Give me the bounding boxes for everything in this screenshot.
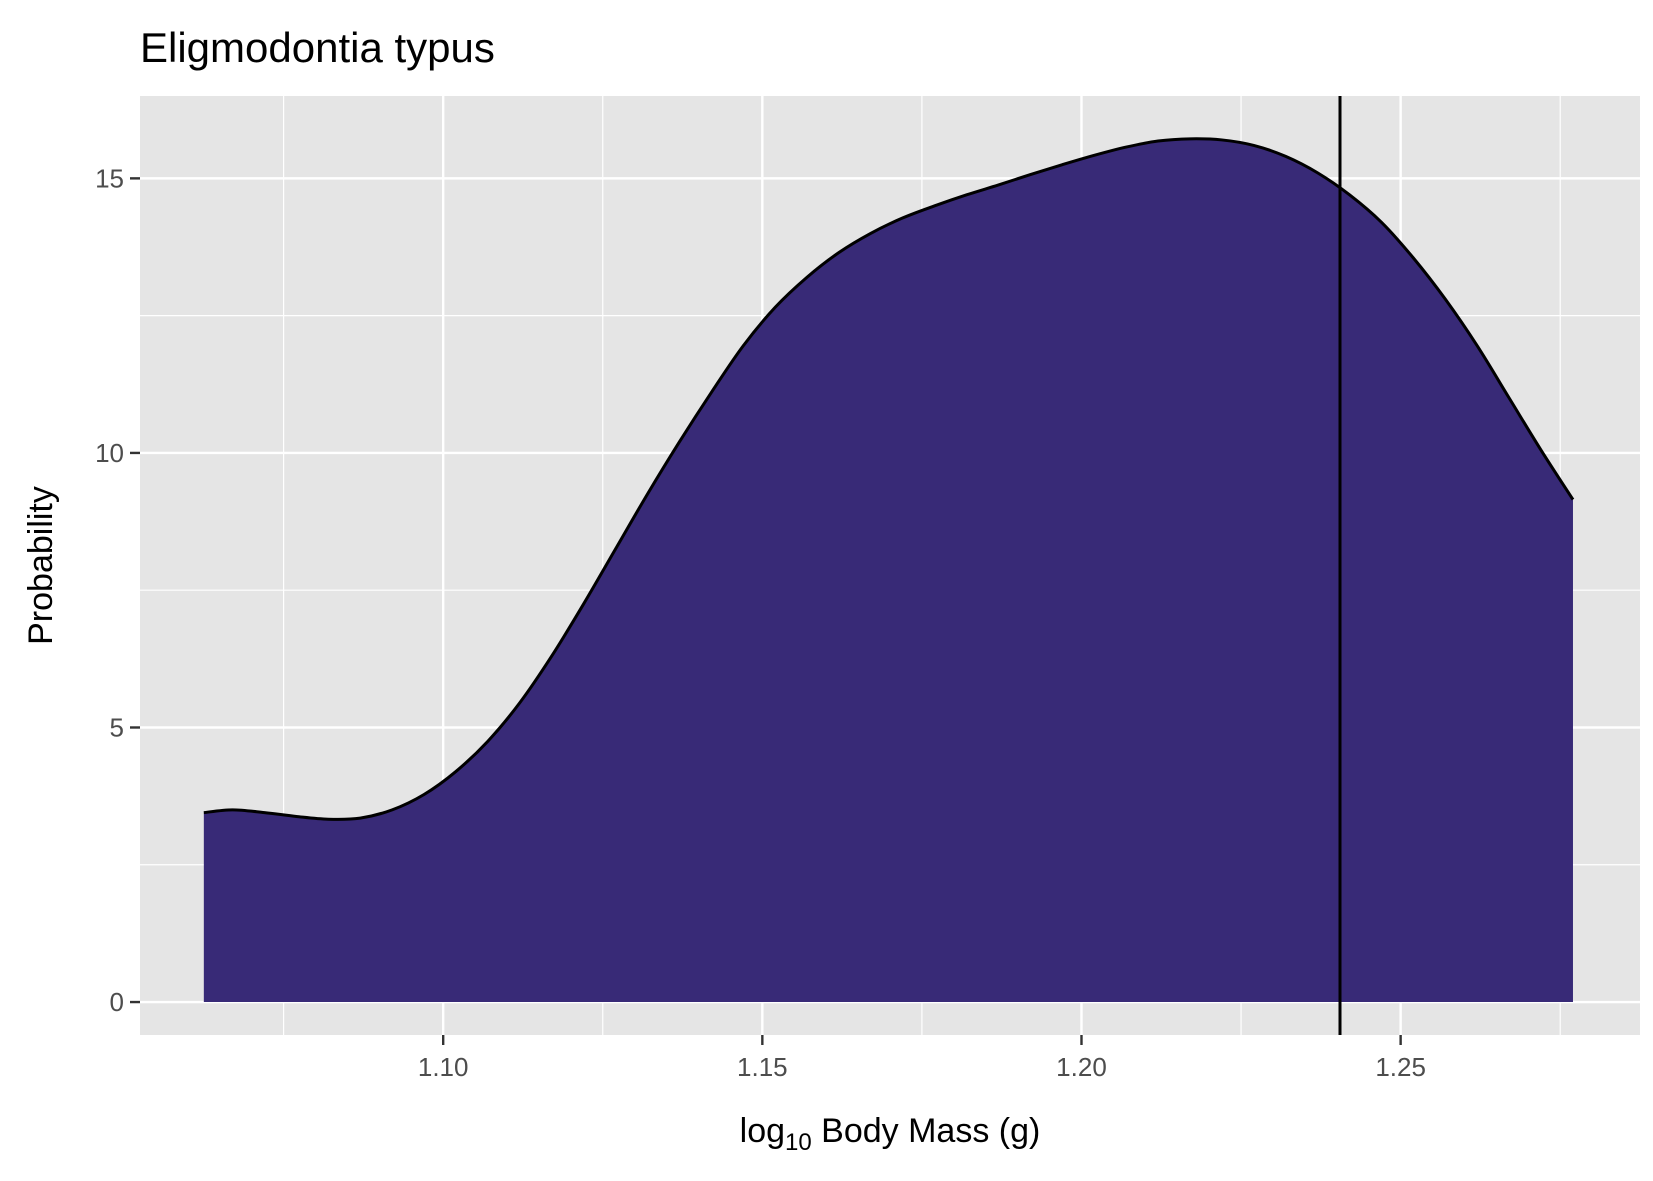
x-axis-title: log10 Body Mass (g) (740, 1112, 1041, 1156)
x-axis-ticks: 1.10 1.15 1.20 1.25 (418, 1035, 1426, 1082)
y-tick-label: 5 (110, 712, 124, 742)
x-axis-title-base: log (740, 1112, 785, 1150)
x-tick-label: 1.25 (1375, 1052, 1426, 1082)
density-outline (203, 137, 1575, 821)
y-tick-label: 15 (95, 163, 124, 193)
x-tick-label: 1.15 (737, 1052, 788, 1082)
y-axis-title: Probability (22, 486, 60, 645)
y-axis-ticks: 0 5 10 15 (95, 163, 140, 1017)
y-tick-label: 0 (110, 987, 124, 1017)
chart-title: Eligmodontia typus (140, 24, 495, 71)
x-axis-title-rest: Body Mass (g) (812, 1112, 1041, 1150)
x-tick-label: 1.10 (418, 1052, 469, 1082)
x-tick-label: 1.20 (1056, 1052, 1107, 1082)
x-axis-title-subscript: 10 (785, 1129, 812, 1156)
density-area (203, 138, 1573, 1003)
y-tick-label: 10 (95, 438, 124, 468)
